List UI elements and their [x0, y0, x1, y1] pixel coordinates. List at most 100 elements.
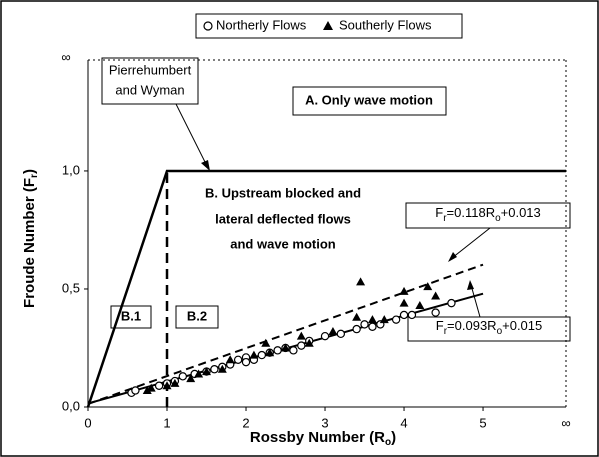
annotation-box — [292, 86, 447, 116]
subscript: r — [444, 326, 448, 337]
point — [261, 338, 271, 347]
equation-box — [405, 202, 571, 229]
arrow — [175, 103, 209, 169]
label: Rossby Number (Ro) — [250, 429, 396, 448]
annotation: B.1 — [121, 308, 141, 323]
legend-marker — [323, 21, 333, 30]
legend-marker — [203, 21, 213, 31]
legend-label: Northerly Flows — [216, 17, 307, 32]
legend: Northerly Flows Southerly Flows — [195, 13, 463, 39]
annotation: lateral deflected flows — [215, 211, 351, 226]
point — [296, 331, 306, 340]
y-tick-label: 0,5 — [62, 280, 80, 295]
x-tick-label: ∞ — [561, 415, 570, 430]
annotation: Pierrehumbert — [109, 62, 192, 77]
point — [328, 326, 338, 335]
equation-box — [407, 316, 571, 342]
x-tick-label: 3 — [321, 415, 328, 430]
annotation: B.2 — [187, 308, 207, 323]
point — [273, 346, 282, 355]
subscript: r — [29, 174, 40, 178]
point — [202, 367, 212, 376]
x-tick-label: 1 — [163, 415, 170, 430]
label-part: Froude Number (F — [21, 178, 38, 308]
label: Froude Number (Fr) — [21, 169, 40, 308]
annotation: and wave motion — [230, 236, 336, 251]
arrow-head — [201, 160, 210, 171]
annotation-box — [175, 305, 219, 329]
subscript: o — [495, 213, 501, 224]
point — [407, 310, 417, 320]
point — [210, 365, 219, 374]
label: Fr=0.118Ro+0.013 — [435, 205, 541, 223]
y-tick-label: ∞ — [61, 49, 70, 64]
x-tick-label: 5 — [479, 415, 486, 430]
subscript: r — [443, 213, 447, 224]
point — [225, 355, 235, 364]
subscript: o — [385, 437, 391, 448]
arrow-head — [448, 252, 457, 262]
point — [399, 310, 409, 320]
point — [289, 346, 298, 355]
point — [154, 381, 164, 390]
point — [356, 277, 366, 286]
point — [352, 312, 362, 321]
label-part: =0.093R — [447, 318, 497, 333]
label-part: +0.015 — [502, 318, 542, 333]
fit-line — [87, 263, 484, 405]
boundary-line — [86, 169, 566, 408]
point — [304, 338, 314, 347]
legend-label: Southerly Flows — [339, 17, 432, 32]
x-tick-label: 0 — [84, 415, 91, 430]
point — [447, 298, 456, 308]
subscript: o — [497, 326, 503, 337]
point — [142, 385, 152, 394]
point — [399, 298, 409, 307]
point — [360, 320, 369, 329]
label-part: ) — [21, 169, 38, 174]
arrow — [451, 227, 491, 259]
point — [217, 364, 227, 373]
annotation: B. Upstream blocked and — [205, 185, 361, 200]
y-tick-label: 1,0 — [62, 162, 80, 177]
label-part: +0.013 — [501, 205, 541, 220]
point — [399, 286, 409, 295]
point — [241, 357, 251, 367]
point — [178, 372, 188, 381]
point — [186, 374, 196, 383]
point — [415, 300, 425, 309]
point — [146, 383, 156, 392]
point — [162, 381, 172, 390]
point — [297, 341, 306, 350]
point — [281, 343, 291, 352]
point — [336, 329, 346, 339]
point — [423, 282, 433, 291]
label-part: F — [435, 205, 443, 220]
point — [391, 315, 401, 324]
point — [379, 315, 389, 324]
legend-box — [195, 13, 463, 39]
point — [431, 308, 440, 317]
point — [249, 350, 259, 359]
annotation-box — [101, 57, 199, 105]
annotation: and Wyman — [115, 82, 184, 97]
label-part: ) — [391, 429, 396, 446]
label-part: F — [436, 318, 444, 333]
arrow — [470, 284, 481, 318]
point — [170, 378, 180, 387]
point — [194, 369, 204, 378]
point — [352, 324, 361, 334]
annotation: A. Only wave motion — [305, 92, 433, 107]
x-tick-label: 2 — [242, 415, 249, 430]
point — [431, 291, 441, 300]
label-part: =0.118R — [447, 205, 496, 220]
arrow-head — [467, 280, 474, 290]
point — [131, 386, 140, 395]
point — [257, 350, 267, 360]
point — [233, 355, 243, 364]
y-tick-label: 0,0 — [62, 398, 80, 413]
label: Fr=0.093Ro+0.015 — [436, 318, 543, 336]
point — [320, 331, 330, 341]
